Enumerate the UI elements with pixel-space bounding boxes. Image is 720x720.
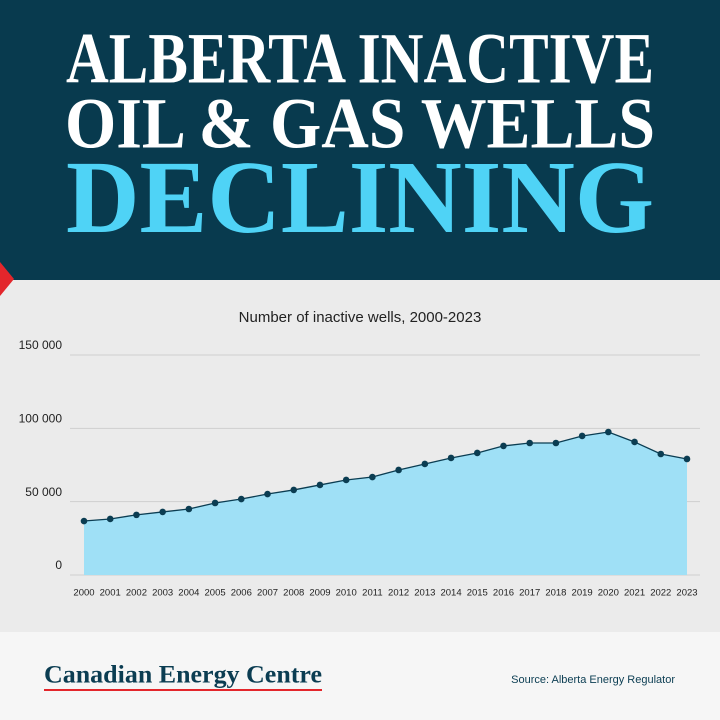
- x-tick-label: 2017: [519, 588, 540, 599]
- x-tick-label: 2021: [624, 588, 645, 599]
- x-tick-label: 2005: [205, 588, 226, 599]
- y-tick-label: 0: [55, 558, 62, 572]
- point: [80, 517, 88, 525]
- x-tick-label: 2000: [73, 588, 94, 599]
- point: [605, 428, 612, 436]
- point: [238, 495, 245, 503]
- point: [552, 439, 560, 447]
- title-highlight: DECLINING: [66, 140, 654, 255]
- x-tick-label: 2015: [467, 588, 488, 599]
- x-tick-label: 2003: [152, 588, 173, 599]
- point: [290, 486, 298, 494]
- y-tick-label: 150 000: [19, 338, 63, 352]
- point: [342, 476, 350, 484]
- x-tick-label: 2009: [309, 588, 330, 599]
- point: [421, 460, 429, 468]
- footer-band: [0, 632, 720, 720]
- point: [447, 454, 455, 462]
- area-fill: [84, 432, 687, 575]
- point: [500, 442, 507, 450]
- x-tick-label: 2016: [493, 588, 514, 599]
- point: [369, 473, 376, 481]
- x-tick-label: 2007: [257, 588, 278, 599]
- point: [159, 508, 166, 516]
- x-tick-label: 2011: [362, 588, 382, 599]
- y-tick-label: 100 000: [19, 412, 63, 426]
- x-tick-label: 2008: [283, 588, 304, 599]
- x-tick-label: 2022: [650, 588, 671, 599]
- x-tick-label: 2004: [178, 588, 199, 599]
- header-band: [0, 0, 720, 280]
- line: [83, 431, 688, 522]
- point: [683, 455, 691, 463]
- x-tick-label: 2010: [336, 588, 357, 599]
- point: [578, 432, 586, 440]
- x-tick-label: 2013: [414, 588, 435, 599]
- title-line: ALBERTA INACTIVE: [66, 19, 654, 99]
- plot: 0 50 000 100 000 150 000 2000 2001 2002 2003 200…: [19, 338, 700, 599]
- accent-triangle: [0, 262, 14, 296]
- x-tick-label: 2006: [231, 588, 252, 599]
- point: [631, 438, 638, 446]
- point: [657, 450, 665, 458]
- brand: Canadian Energy Centre: [44, 662, 322, 689]
- point: [316, 481, 324, 489]
- point: [526, 439, 533, 447]
- x-tick-label: 2020: [598, 588, 619, 599]
- chart-title: Number of inactive wells, 2000-2023: [239, 309, 482, 326]
- point: [185, 505, 193, 513]
- title-line: OIL & GAS WELLS: [65, 84, 655, 164]
- x-tick-label: 2012: [388, 588, 409, 599]
- x-tick-label: 2023: [676, 588, 697, 599]
- x-tick-label: 2002: [126, 588, 147, 599]
- point: [211, 499, 219, 507]
- x-tick-label: 2018: [545, 588, 566, 599]
- y-tick-label: 50 000: [25, 485, 62, 499]
- point: [106, 515, 114, 523]
- source: Source: Alberta Energy Regulator: [511, 674, 675, 686]
- point: [133, 511, 140, 519]
- point: [264, 490, 271, 498]
- x-tick-label: 2014: [440, 588, 461, 599]
- point: [473, 449, 481, 457]
- point: [395, 466, 402, 474]
- x-tick-label: 2001: [100, 588, 121, 599]
- x-tick-label: 2019: [572, 588, 593, 599]
